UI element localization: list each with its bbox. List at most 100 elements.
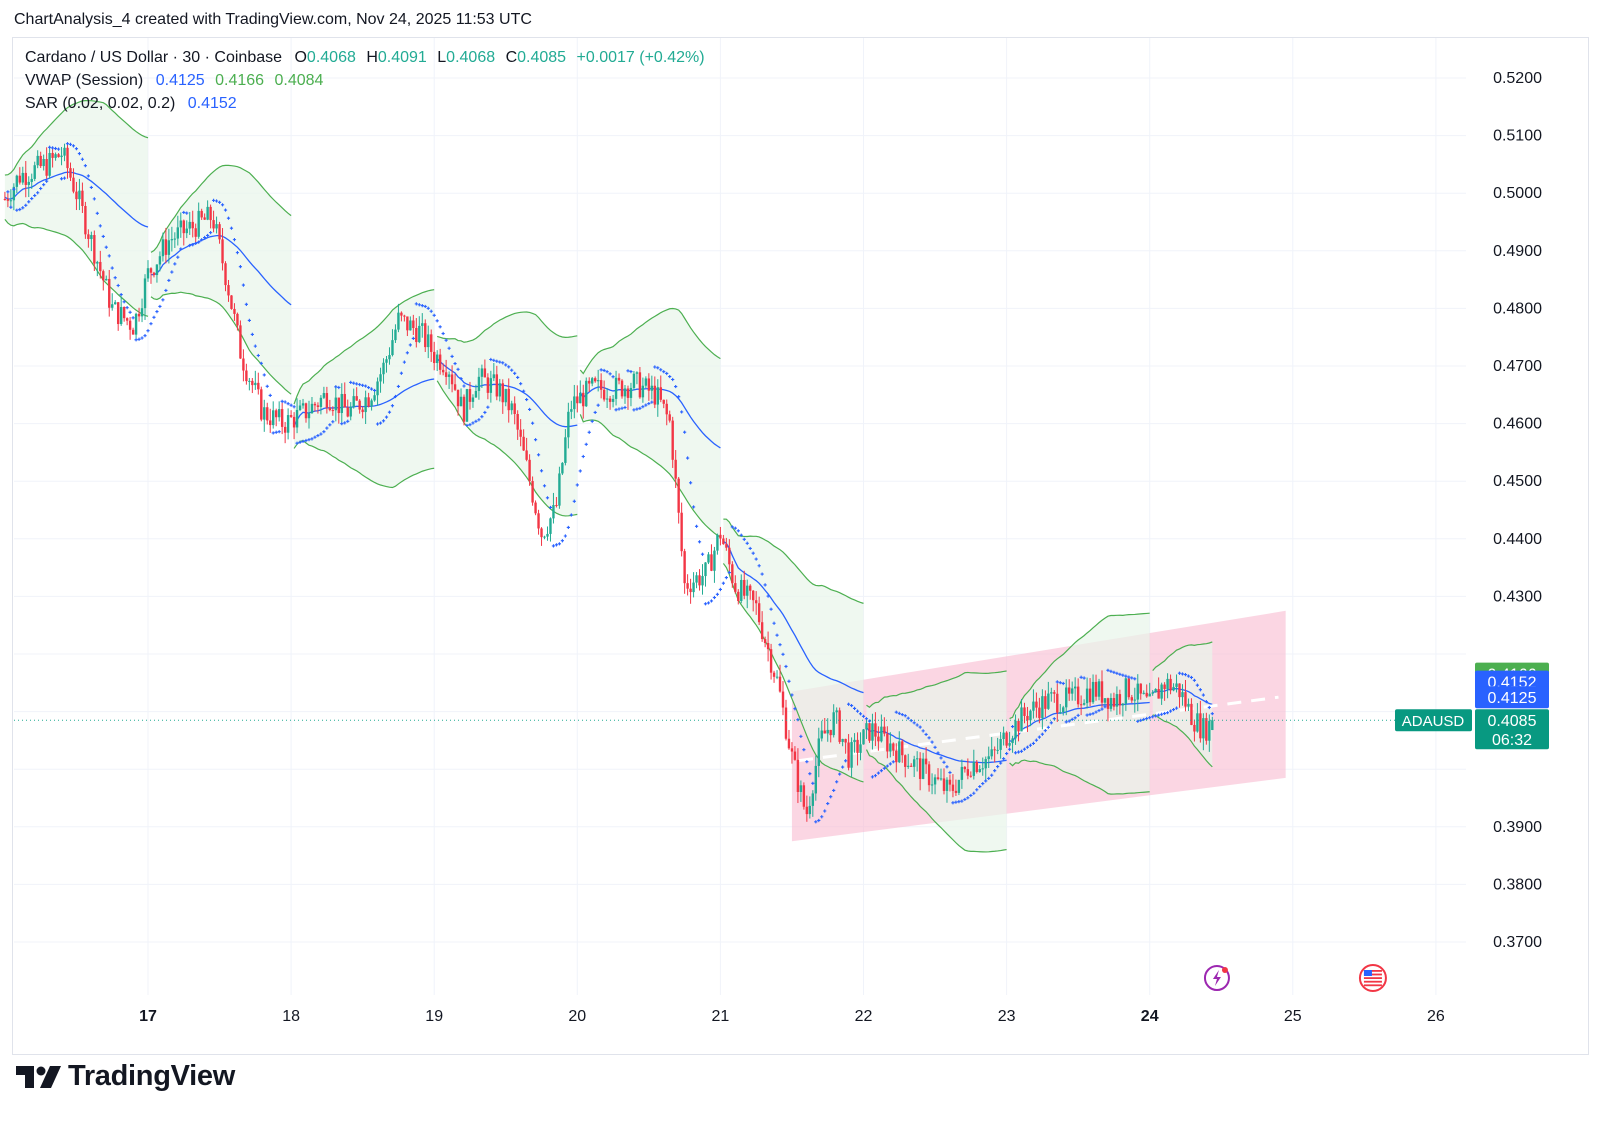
sar-dot bbox=[1046, 725, 1050, 729]
sar-dot bbox=[951, 801, 955, 805]
candle-body bbox=[102, 271, 105, 281]
candle-body bbox=[218, 224, 221, 240]
candle-body bbox=[1130, 697, 1134, 701]
author-name[interactable]: ChartAnalysis_4 bbox=[14, 11, 131, 28]
sar-dot bbox=[134, 338, 138, 342]
candle-body bbox=[498, 383, 501, 397]
sar-dot bbox=[906, 716, 910, 720]
sar-dot bbox=[1136, 719, 1140, 723]
sar-dot bbox=[1034, 738, 1039, 742]
sar-dot bbox=[128, 310, 132, 314]
candle-body bbox=[686, 583, 689, 589]
sar-dot bbox=[1112, 670, 1116, 674]
candle-body bbox=[1032, 701, 1035, 711]
sar-dot bbox=[572, 499, 576, 503]
candle-body bbox=[328, 407, 332, 411]
sar-dot bbox=[131, 316, 135, 320]
candle-body bbox=[450, 374, 454, 385]
candle-body bbox=[668, 414, 671, 421]
candle-body bbox=[1097, 681, 1101, 697]
candle-body bbox=[468, 389, 472, 402]
sar-dot bbox=[101, 234, 105, 239]
time-tick-label: 22 bbox=[855, 1008, 873, 1025]
sar-dot bbox=[838, 772, 842, 776]
candle-body bbox=[775, 676, 779, 678]
candle-body bbox=[635, 372, 639, 374]
sar-dot bbox=[1025, 745, 1030, 749]
candle-body bbox=[415, 327, 418, 343]
sar-dot bbox=[107, 254, 111, 258]
channel-midline bbox=[798, 695, 1279, 763]
candle-body bbox=[1112, 698, 1116, 707]
candle-body bbox=[1062, 707, 1065, 713]
candle-body bbox=[1103, 698, 1107, 703]
candle-body bbox=[1029, 710, 1032, 721]
tradingview-logo[interactable]: TradingView bbox=[14, 1060, 235, 1092]
candle-body bbox=[179, 220, 182, 228]
candle-body bbox=[1121, 703, 1125, 706]
sar-dot bbox=[680, 410, 684, 414]
candle-body bbox=[355, 396, 358, 401]
candle-body bbox=[81, 190, 84, 206]
candle-body bbox=[948, 779, 952, 785]
lightning-event-icon[interactable] bbox=[1203, 965, 1230, 991]
sar-dot bbox=[1139, 718, 1143, 722]
sar-dot bbox=[268, 393, 272, 398]
sar-label[interactable]: SAR (0.02, 0.02, 0.2) bbox=[25, 95, 176, 112]
sar-dot bbox=[95, 211, 99, 215]
candle-body bbox=[978, 769, 981, 773]
sar-dot bbox=[501, 361, 505, 365]
sar-dot bbox=[694, 524, 699, 528]
candle-body bbox=[394, 329, 397, 341]
symbol-tag[interactable]: ADAUSD bbox=[1402, 713, 1465, 730]
candle-body bbox=[1070, 688, 1074, 694]
candle-body bbox=[823, 730, 826, 734]
candle-body bbox=[1163, 684, 1166, 690]
candle-body bbox=[131, 329, 135, 335]
candle-body bbox=[1166, 678, 1169, 690]
sar-dot bbox=[170, 270, 174, 274]
us-flag-event-icon[interactable] bbox=[1358, 964, 1387, 992]
sar-dot bbox=[635, 407, 639, 411]
sar-dot bbox=[1207, 705, 1211, 710]
candle-body bbox=[1106, 698, 1110, 709]
candle-body bbox=[134, 313, 138, 335]
candle-body bbox=[418, 325, 421, 343]
candle-body bbox=[340, 393, 343, 414]
candle-body bbox=[531, 481, 534, 503]
price-tick-label: 0.5200 bbox=[1493, 70, 1542, 87]
sar-dot bbox=[590, 419, 594, 423]
sar-dot bbox=[551, 544, 556, 548]
sar-dot bbox=[876, 771, 881, 775]
sar-dot bbox=[235, 251, 240, 255]
sar-dot bbox=[211, 198, 216, 202]
vwap-band-fill bbox=[1009, 613, 1150, 795]
sar-dot bbox=[641, 405, 645, 409]
candle-body bbox=[1118, 694, 1122, 706]
candle-body bbox=[93, 235, 96, 264]
vwap-band-fill bbox=[437, 311, 578, 516]
vwap-label[interactable]: VWAP (Session) bbox=[25, 72, 144, 89]
symbol-title[interactable]: Cardano / US Dollar · 30 · Coinbase bbox=[25, 49, 283, 66]
candle-body bbox=[173, 238, 177, 240]
sar-dot bbox=[200, 238, 204, 242]
vwap-lower-band bbox=[1009, 759, 1150, 795]
candle-body bbox=[743, 579, 746, 596]
candle-body bbox=[814, 765, 817, 794]
sar-dot bbox=[1142, 717, 1146, 722]
sar-dot bbox=[730, 525, 734, 529]
time-axis[interactable]: 17 18 19 20 21 22 23 24 25 26 bbox=[139, 1008, 1445, 1025]
lightning-bolt bbox=[1212, 970, 1221, 986]
candle-body bbox=[51, 153, 54, 158]
candle-body bbox=[24, 172, 27, 185]
price-axis[interactable]: 0.5200 0.5100 0.5000 0.4900 0.4800 0.4700 0.46… bbox=[1493, 70, 1542, 951]
sar-dot bbox=[447, 346, 451, 350]
sar-dot bbox=[274, 430, 278, 434]
candle-body bbox=[257, 382, 260, 390]
sar-dot bbox=[596, 403, 600, 407]
candle-body bbox=[1008, 743, 1011, 746]
sar-dot bbox=[27, 200, 31, 204]
sar-dot bbox=[471, 421, 475, 425]
vwap-badge-text: 0.4125 bbox=[1488, 690, 1537, 707]
